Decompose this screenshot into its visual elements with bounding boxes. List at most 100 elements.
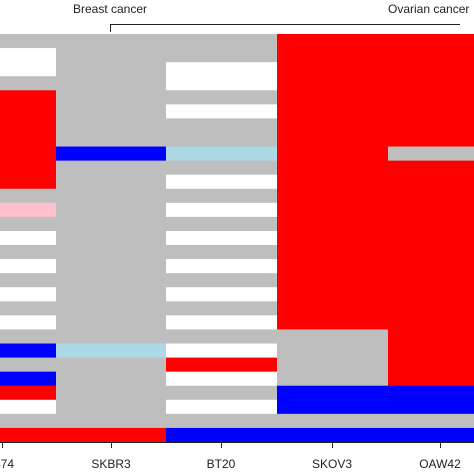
- x-tick-label: BT20: [207, 457, 236, 471]
- heatmap-cell: [166, 62, 277, 77]
- heatmap-cell: [277, 343, 388, 358]
- heatmap-cell: [277, 357, 388, 373]
- heatmap-cell: [56, 104, 166, 119]
- heatmap-cell: [56, 76, 166, 91]
- heatmap-cell: [166, 216, 277, 232]
- heatmap-cell: [388, 104, 474, 119]
- heatmap-cell: [0, 427, 56, 443]
- heatmap-cell: [388, 371, 474, 387]
- heatmap-cell: [56, 399, 166, 415]
- heatmap-cell: [166, 329, 277, 344]
- heatmap-cell: [166, 76, 277, 91]
- group-brackets: [110, 24, 460, 32]
- heatmap-cell: [0, 343, 56, 358]
- heatmap-cell: [388, 146, 474, 162]
- heatmap-cell: [388, 301, 474, 316]
- heatmap-cell: [166, 160, 277, 176]
- heatmap-cell: [277, 273, 388, 288]
- heatmap-cell: [388, 160, 474, 176]
- heatmap-cell: [0, 259, 56, 274]
- x-tick-label: OAW42: [419, 457, 461, 471]
- heatmap-cell: [0, 48, 56, 63]
- heatmap-cell: [388, 132, 474, 147]
- heatmap-cell: [388, 188, 474, 204]
- heatmap-cell: [277, 34, 388, 49]
- heatmap-cell: [277, 329, 388, 344]
- heatmap-cell: [0, 371, 56, 387]
- heatmap-cell: [388, 399, 474, 415]
- heatmap-cell: [388, 245, 474, 260]
- heatmap-cell: [388, 202, 474, 218]
- heatmap-cell: [0, 160, 56, 176]
- heatmap-cell: [166, 118, 277, 133]
- heatmap-cell: [166, 273, 277, 288]
- heatmap-cell: [0, 216, 56, 232]
- heatmap-cell: [56, 230, 166, 246]
- heatmap-cell: [0, 34, 56, 49]
- heatmap-cell: [388, 216, 474, 232]
- heatmap-cell: [277, 118, 388, 133]
- heatmap-cell: [0, 413, 56, 429]
- heatmap-cell: [0, 357, 56, 373]
- heatmap-cell: [277, 174, 388, 190]
- heatmap-cell: [0, 245, 56, 260]
- heatmap-cell: [166, 371, 277, 387]
- heatmap-cell: [56, 34, 166, 49]
- heatmap-cell: [56, 385, 166, 401]
- heatmap-cell: [388, 427, 474, 443]
- heatmap-cell: [277, 301, 388, 316]
- heatmap-cell: [56, 343, 166, 358]
- heatmap-cell: [388, 118, 474, 133]
- heatmap-cell: [56, 245, 166, 260]
- heatmap-cell: [277, 413, 388, 429]
- heatmap-cell: [277, 188, 388, 204]
- heatmap-cell: [388, 343, 474, 358]
- heatmap-cell: [56, 315, 166, 330]
- heatmap-cell: [56, 371, 166, 387]
- heatmap-cell: [388, 174, 474, 190]
- heatmap-cell: [166, 427, 277, 443]
- heatmap-cell: [388, 90, 474, 105]
- heatmap-cell: [388, 315, 474, 330]
- heatmap-cell: [0, 315, 56, 330]
- heatmap-cell: [56, 216, 166, 232]
- heatmap-cell: [56, 427, 166, 443]
- heatmap-cell: [388, 273, 474, 288]
- heatmap-cell: [388, 76, 474, 91]
- heatmap-cell: [56, 48, 166, 63]
- heatmap-cell: [277, 315, 388, 330]
- heatmap-cell: [166, 174, 277, 190]
- heatmap-cell: [56, 301, 166, 316]
- heatmap-cell: [277, 216, 388, 232]
- heatmap-cell: [166, 202, 277, 218]
- heatmap-cell: [166, 146, 277, 162]
- heatmap-cell: [166, 287, 277, 302]
- x-tick-label: 474: [0, 457, 14, 471]
- heatmap-cell: [166, 104, 277, 119]
- heatmap-cell: [166, 343, 277, 358]
- heatmap-cell: [56, 118, 166, 133]
- heatmap-cell: [0, 132, 56, 147]
- heatmap-cell: [56, 357, 166, 373]
- heatmap-cell: [277, 160, 388, 176]
- heatmap-cell: [166, 34, 277, 49]
- heatmap-cell: [277, 146, 388, 162]
- heatmap-cell: [0, 76, 56, 91]
- heatmap-cell: [56, 90, 166, 105]
- heatmap-cell: [388, 62, 474, 77]
- heatmap-cell: [0, 118, 56, 133]
- heatmap-cell: [0, 230, 56, 246]
- heatmap-cell: [277, 385, 388, 401]
- heatmap-cell: [56, 174, 166, 190]
- heatmap-cell: [277, 90, 388, 105]
- heatmap-cell: [0, 273, 56, 288]
- heatmap-cell: [56, 287, 166, 302]
- heatmap-cell: [277, 132, 388, 147]
- heatmap-cell: [277, 399, 388, 415]
- heatmap-cell: [0, 174, 56, 190]
- heatmap-cell: [166, 399, 277, 415]
- heatmap-cell: [388, 413, 474, 429]
- heatmap-cell: [277, 104, 388, 119]
- heatmap-cell: [277, 259, 388, 274]
